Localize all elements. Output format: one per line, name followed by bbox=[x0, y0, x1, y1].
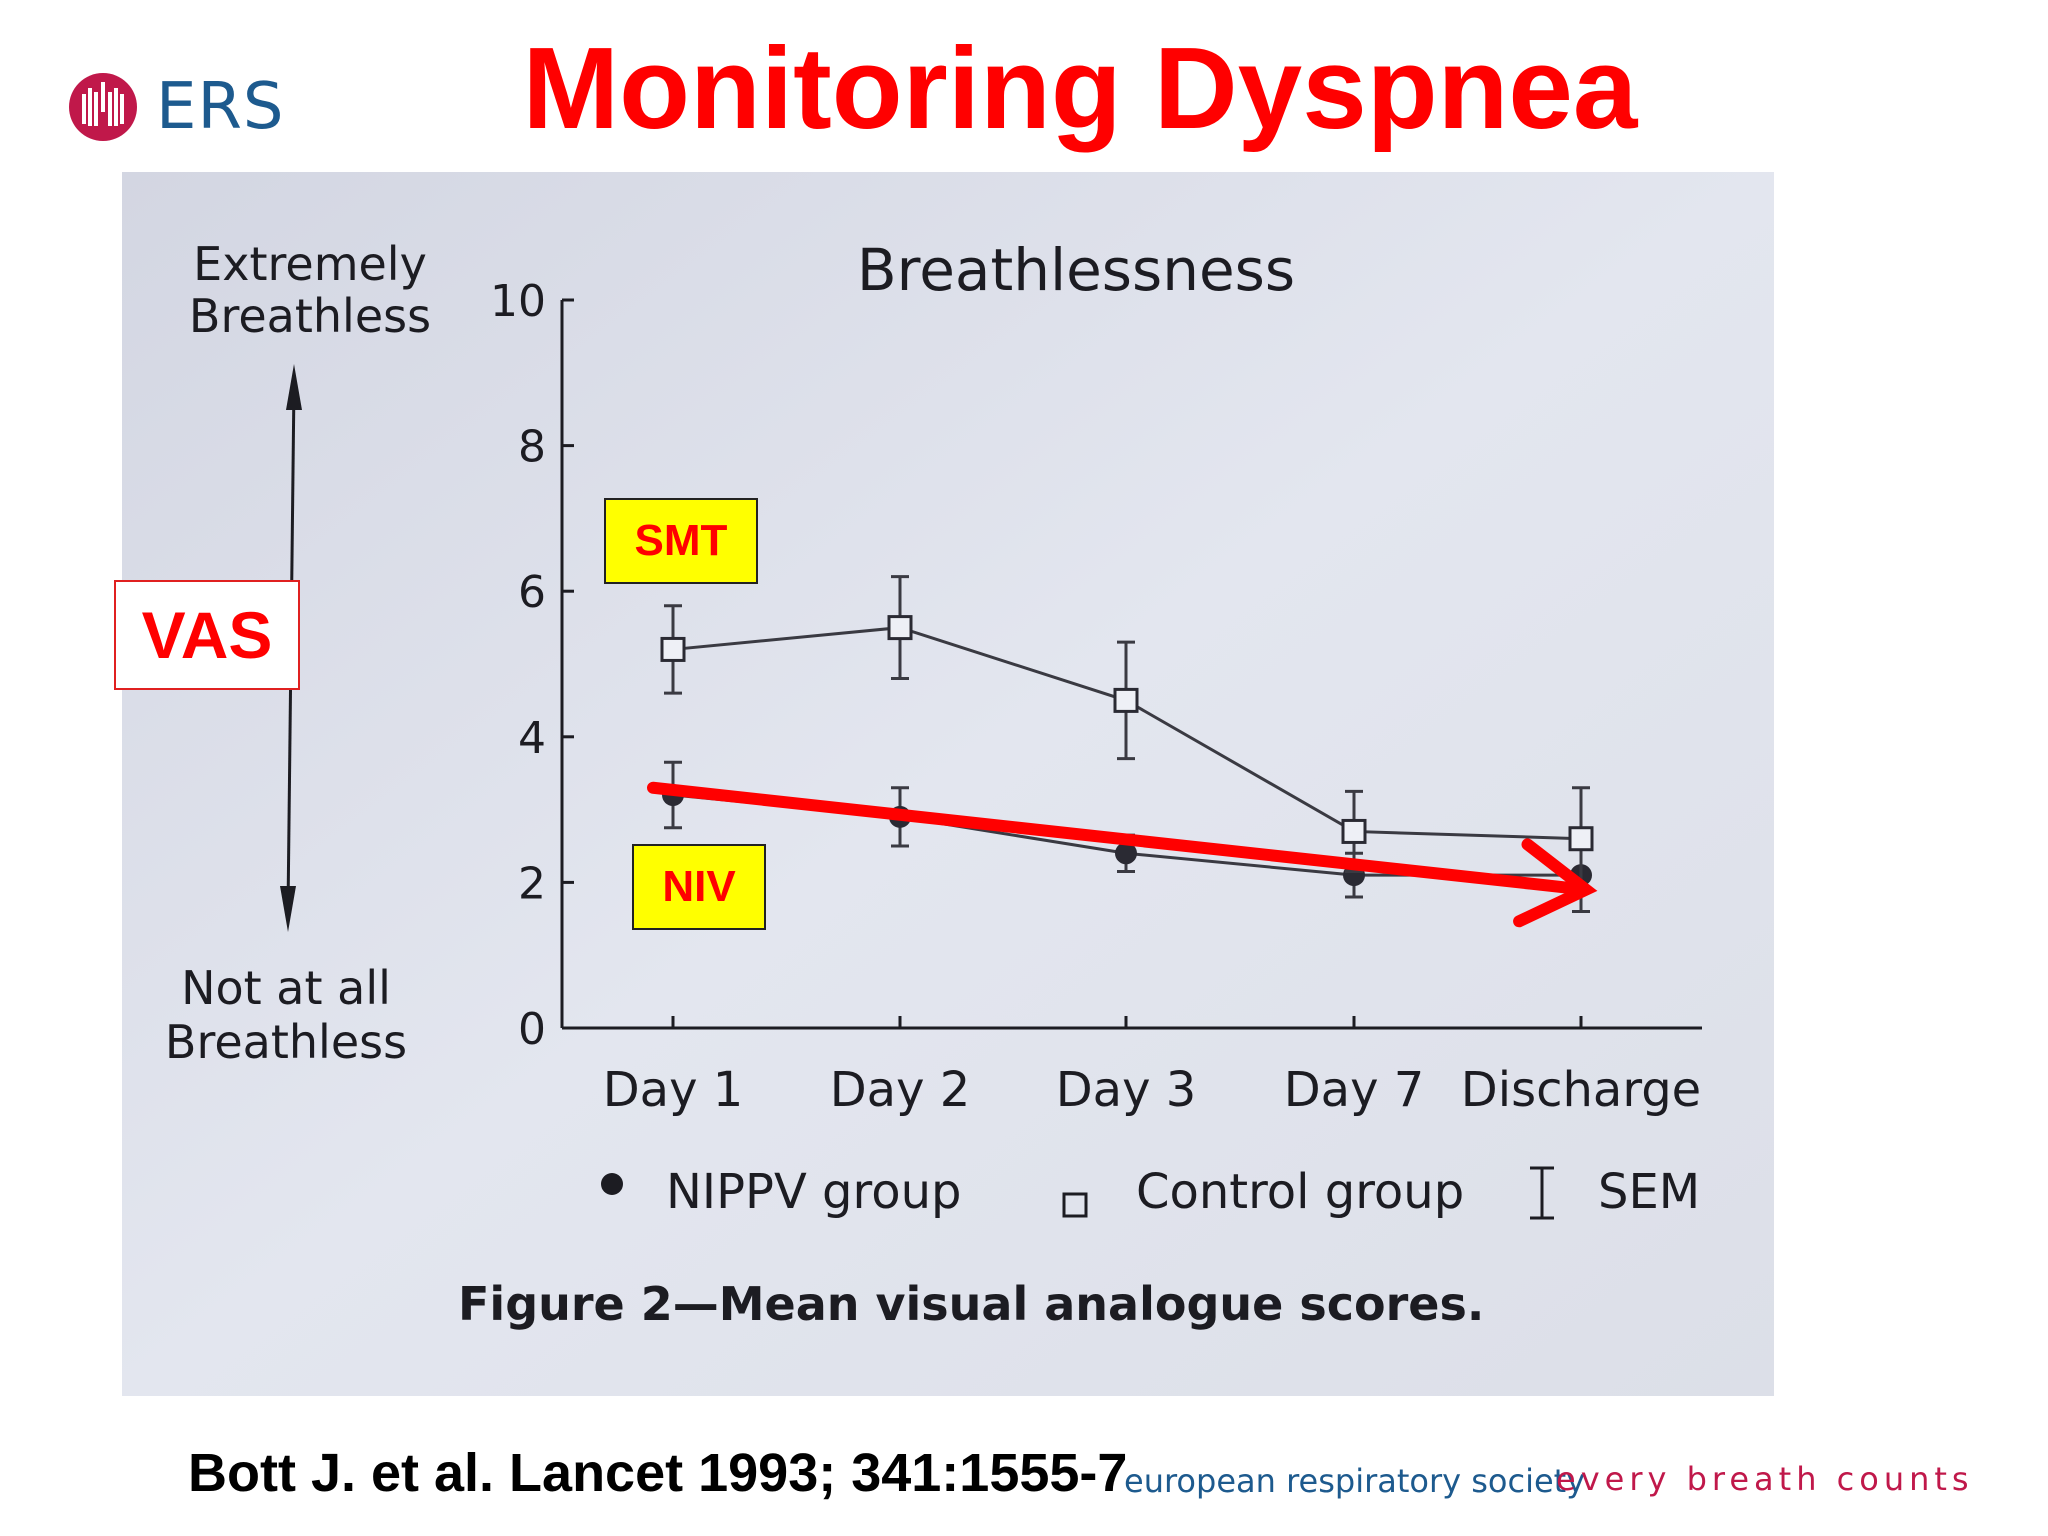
legend-nippv-marker bbox=[601, 1173, 623, 1195]
y-tick-label: 6 bbox=[518, 567, 546, 618]
scale-arrow-head-up bbox=[286, 364, 302, 410]
x-tick-label: Day 7 bbox=[1284, 1062, 1425, 1118]
legend-sem-label: SEM bbox=[1598, 1164, 1700, 1220]
chart-title: Breathlessness bbox=[857, 236, 1295, 304]
y-tick-label: 2 bbox=[518, 858, 546, 909]
figure-background bbox=[122, 172, 1774, 1396]
legend-control-marker bbox=[1062, 1192, 1088, 1218]
x-tick-label: Day 1 bbox=[603, 1062, 744, 1118]
legend-control-label: Control group bbox=[1136, 1164, 1464, 1220]
y-tick-label: 0 bbox=[518, 1004, 546, 1055]
vas-label-box: VAS bbox=[114, 580, 300, 690]
y-tick-label: 10 bbox=[490, 276, 546, 327]
nippv-data-point bbox=[1115, 842, 1137, 865]
x-tick-label: Day 3 bbox=[1056, 1062, 1197, 1118]
niv-label-box: NIV bbox=[632, 844, 766, 930]
x-tick-label: Day 2 bbox=[830, 1062, 971, 1118]
control-data-point bbox=[887, 615, 913, 641]
x-tick-label: Discharge bbox=[1461, 1062, 1701, 1118]
scale-top-label-line1: Extremely bbox=[193, 237, 427, 291]
citation: Bott J. et al. Lancet 1993; 341:1555-7 bbox=[188, 1443, 1128, 1503]
breathlessness-chart: 0 2 4 6 8 10 Day 1 Day 2 Day 3 Day 7 Discharge Bre… bbox=[122, 172, 1774, 1396]
footer-tagline: every breath counts bbox=[1556, 1460, 1974, 1498]
scale-bottom-label-line1: Not at all bbox=[181, 961, 391, 1015]
ers-logo-text: ERS bbox=[156, 70, 285, 144]
control-data-point bbox=[1568, 826, 1594, 852]
figure-panel: 0 2 4 6 8 10 Day 1 Day 2 Day 3 Day 7 Discharge Bre… bbox=[122, 172, 1774, 1396]
control-data-point bbox=[660, 636, 686, 662]
ers-logo: ERS bbox=[68, 70, 285, 144]
y-tick-label: 8 bbox=[518, 422, 546, 473]
control-data-point bbox=[1113, 687, 1139, 713]
legend-nippv-label: NIPPV group bbox=[666, 1164, 961, 1220]
trend-arrow-head bbox=[1513, 838, 1598, 928]
smt-label-box: SMT bbox=[604, 498, 758, 584]
y-tick-label: 4 bbox=[518, 713, 546, 764]
scale-top-label-line2: Breathless bbox=[189, 289, 431, 343]
slide-title: Monitoring Dyspnea bbox=[522, 23, 1638, 153]
figure-caption: Figure 2—Mean visual analogue scores. bbox=[458, 1277, 1484, 1331]
scale-arrow-head-down bbox=[280, 886, 296, 932]
scale-bottom-label-line2: Breathless bbox=[165, 1015, 407, 1069]
lungs-icon bbox=[69, 73, 137, 141]
footer-society-name: european respiratory society bbox=[1124, 1462, 1586, 1500]
control-data-point bbox=[1341, 818, 1367, 844]
trend-arrow-line bbox=[647, 781, 1587, 896]
